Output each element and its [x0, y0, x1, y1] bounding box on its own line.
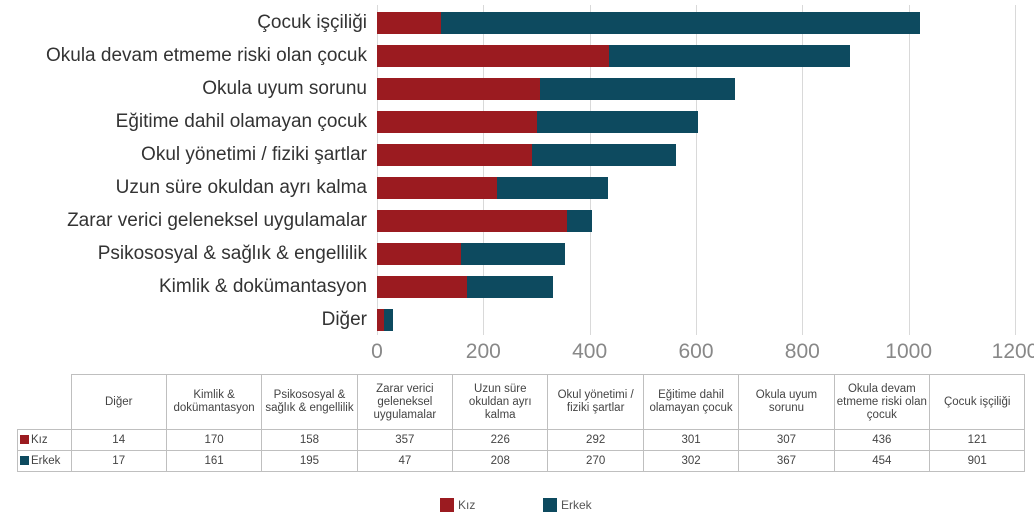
data-row: Kız 14 170 158 357 226 292 301 307 436 121	[17, 429, 1026, 451]
bar	[377, 12, 442, 34]
legend-swatch	[543, 498, 557, 512]
bar	[566, 210, 592, 232]
bar	[377, 276, 468, 298]
table-cell: 47	[356, 450, 454, 472]
legend-swatch	[20, 434, 29, 444]
column-header: Psikososyal & sağlık & engellilik	[261, 374, 358, 430]
grid-line	[908, 5, 910, 335]
table-cell: 195	[261, 450, 358, 472]
x-tick-label: 0	[371, 340, 383, 363]
column-header: Zarar verici geleneksel uygulamalar	[356, 374, 454, 430]
bar	[540, 78, 736, 100]
bar	[377, 144, 533, 166]
bar	[384, 309, 394, 331]
legend-label: Erkek	[561, 498, 592, 512]
column-header: Eğitime dahil olamayan çocuk	[642, 374, 740, 430]
bar	[461, 243, 565, 265]
table-cell: 454	[833, 450, 931, 472]
bar	[377, 177, 498, 199]
bar	[497, 177, 608, 199]
row-key: Kız	[17, 429, 72, 451]
category-label: Okula devam etmeme riski olan çocuk	[45, 45, 367, 66]
table-cell: 121	[929, 429, 1026, 451]
x-tick-label: 400	[572, 340, 608, 363]
category-label: Diğer	[321, 309, 367, 330]
category-label: Çocuk işçiliği	[257, 12, 367, 33]
category-label: Zarar verici geleneksel uygulamalar	[67, 210, 367, 231]
data-table: Diğer Kimlik & dokümantasyon Psikososyal &…	[17, 374, 1026, 472]
legend-item: Kız	[440, 498, 475, 512]
column-header: Kimlik & dokümantasyon	[165, 374, 263, 430]
grid-line	[483, 5, 485, 335]
table-cell: 158	[261, 429, 358, 451]
category-label: Uzun süre okuldan ayrı kalma	[115, 177, 367, 198]
bar	[377, 309, 385, 331]
bar	[377, 111, 538, 133]
category-label: Kimlik & dokümantasyon	[158, 276, 367, 297]
bar	[441, 12, 921, 34]
x-tick-label: 1000	[885, 340, 933, 363]
table-cell: 270	[547, 450, 644, 472]
x-tick-label: 1200	[991, 340, 1034, 363]
bar	[608, 45, 851, 67]
row-label: Kız	[31, 433, 48, 446]
table-cell: 208	[452, 450, 549, 472]
bar	[532, 144, 676, 166]
table-cell: 302	[642, 450, 740, 472]
table-cell: 301	[642, 429, 740, 451]
category-label: Psikososyal & sağlık & engellilik	[97, 243, 367, 264]
row-key: Erkek	[17, 450, 72, 472]
column-header: Çocuk işçiliği	[929, 374, 1026, 430]
bar	[377, 78, 541, 100]
legend-item: Erkek	[543, 498, 592, 512]
table-cell: 161	[165, 450, 263, 472]
bar	[377, 243, 461, 265]
table-cell: 307	[738, 429, 835, 451]
table-cell: 357	[356, 429, 454, 451]
legend-swatch	[20, 455, 29, 465]
legend-label: Kız	[458, 498, 476, 512]
table-cell: 367	[738, 450, 835, 472]
legend-swatch	[440, 498, 454, 512]
table-cell: 14	[70, 429, 167, 451]
category-label: Eğitime dahil olamayan çocuk	[115, 111, 367, 132]
grid-line	[377, 5, 378, 335]
column-header: Okula devam etmeme riski olan çocuk	[833, 374, 931, 430]
x-tick-label: 800	[784, 340, 820, 363]
category-label: Okula uyum sorunu	[202, 78, 367, 99]
table-cell: 436	[833, 429, 931, 451]
column-header: Okula uyum sorunu	[738, 374, 835, 430]
x-tick-label: 200	[465, 340, 501, 363]
bar	[377, 45, 609, 67]
table-cell: 901	[929, 450, 1026, 472]
column-header: Diğer	[70, 374, 167, 430]
data-row: Erkek 17 161 195 47 208 270 302 367 454 901	[17, 450, 1026, 472]
table-cell: 17	[70, 450, 167, 472]
table-cell: 292	[547, 429, 644, 451]
bar	[537, 111, 698, 133]
row-label: Erkek	[31, 454, 61, 467]
grid-line	[696, 5, 697, 335]
column-header: Okul yönetimi / fiziki şartlar	[547, 374, 644, 430]
category-label: Okul yönetimi / fiziki şartlar	[141, 144, 367, 165]
bar	[467, 276, 553, 298]
grid-line	[589, 5, 591, 335]
column-header: Uzun süre okuldan ayrı kalma	[452, 374, 549, 430]
header-row: Diğer Kimlik & dokümantasyon Psikososyal &…	[18, 374, 1026, 430]
table-cell: 226	[452, 429, 549, 451]
corner-cell	[18, 375, 72, 430]
bar	[377, 210, 567, 232]
grid-line	[1015, 5, 1016, 335]
table-cell: 170	[165, 429, 263, 451]
x-tick-label: 600	[678, 340, 714, 363]
grid-line	[802, 5, 804, 335]
